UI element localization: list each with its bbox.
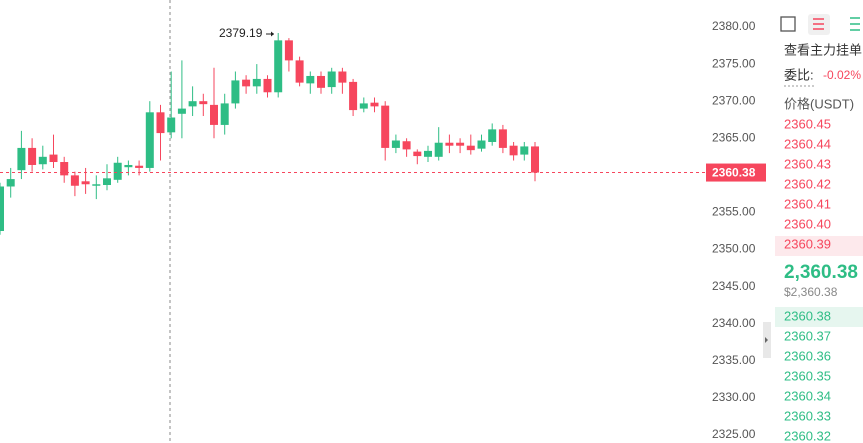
y-tick-label: 2375.00 <box>712 56 756 70</box>
ratio: -0.02% <box>823 68 861 82</box>
candle-body <box>488 129 497 142</box>
y-tick-label: 2340.00 <box>712 316 756 330</box>
annotation-arrowhead <box>271 31 274 37</box>
y-tick-label: 2325.00 <box>712 427 756 441</box>
candle-body <box>252 78 261 87</box>
y-tick-label: 2345.00 <box>712 279 756 293</box>
candle-body <box>456 142 465 146</box>
candle-body <box>49 154 58 163</box>
y-tick-label: 2350.00 <box>712 242 756 256</box>
candle-body <box>92 184 101 186</box>
candle-body <box>317 75 325 88</box>
candle-body <box>210 104 218 125</box>
candle-body <box>28 147 37 165</box>
candle-body <box>477 140 486 149</box>
candle-body <box>370 102 379 107</box>
ratio-label: 委比: <box>784 67 814 82</box>
y-tick-label: 2365.00 <box>712 130 756 144</box>
candle-body <box>263 78 272 93</box>
candle-body <box>167 117 176 133</box>
ask-price: 2360.39 <box>784 236 831 251</box>
candle-body <box>70 175 79 186</box>
ask-price: 2360.44 <box>784 136 831 151</box>
candle-body <box>391 140 400 148</box>
candle-body <box>242 79 251 87</box>
bid-price: 2360.33 <box>784 408 831 423</box>
y-tick-label: 2380.00 <box>712 19 756 33</box>
candle-body <box>231 80 240 104</box>
bid-price: 2360.34 <box>784 388 831 403</box>
bid-price: 2360.38 <box>784 308 831 323</box>
price-header: 价格(USDT) <box>784 96 854 111</box>
bid-price: 2360.36 <box>784 348 831 363</box>
candle-body <box>349 81 358 111</box>
candle-body <box>220 103 229 125</box>
candle-body <box>6 179 15 187</box>
candle-body <box>498 129 507 148</box>
y-tick-label: 2370.00 <box>712 93 756 107</box>
ask-price: 2360.43 <box>784 156 831 171</box>
candle-body <box>445 142 454 146</box>
candle-body <box>381 105 390 148</box>
last-price-label: 2360.38 <box>712 166 756 180</box>
candle-body <box>306 75 315 84</box>
y-tick-label: 2335.00 <box>712 353 756 367</box>
annotation: 2379.19 <box>219 26 263 40</box>
candle-body <box>531 146 539 173</box>
candle-body <box>188 101 197 107</box>
bid-price: 2360.32 <box>784 428 831 443</box>
candle-body <box>359 103 368 109</box>
collapse-arrow[interactable] <box>765 337 768 343</box>
ask-highlight <box>775 236 863 256</box>
candle-body <box>284 40 293 61</box>
candle-body <box>81 181 90 185</box>
order-book: 查看主力挂单 委比: -0.02% 价格(USDT) 2,360.38 $2,3… <box>775 14 863 443</box>
candle-body <box>177 108 186 114</box>
candle-body <box>113 162 122 180</box>
candle-body <box>466 145 475 151</box>
candle-body <box>124 164 133 168</box>
candle-body <box>327 71 336 88</box>
icon[interactable] <box>813 18 824 30</box>
last-usd: $2,360.38 <box>784 285 838 299</box>
candle-body <box>156 112 165 134</box>
candle-body <box>135 165 144 168</box>
candle-body <box>520 146 529 155</box>
candle-body <box>509 145 518 156</box>
ask-price: 2360.41 <box>784 196 831 211</box>
icon[interactable] <box>780 16 796 32</box>
candle-body <box>413 151 422 157</box>
bid-price: 2360.35 <box>784 368 831 383</box>
last-price-tag <box>706 163 766 182</box>
ask-price: 2360.45 <box>784 116 831 131</box>
candle-body <box>0 186 4 231</box>
last-price: 2,360.38 <box>784 262 858 283</box>
candle-body <box>60 162 69 176</box>
icon[interactable] <box>850 17 860 31</box>
candle-body <box>38 156 47 165</box>
candle-body <box>199 101 208 105</box>
candle-body <box>424 150 432 157</box>
candle-body <box>434 142 443 157</box>
candle-body <box>103 178 111 186</box>
candle-body <box>295 60 304 83</box>
y-tick-label: 2355.00 <box>712 205 756 219</box>
bid-highlight <box>775 307 863 327</box>
link[interactable]: 查看主力挂单 <box>784 42 862 57</box>
candle-body <box>274 40 283 93</box>
y-tick-label: 2330.00 <box>712 390 756 404</box>
ask-price: 2360.40 <box>784 216 831 231</box>
candle-body <box>17 147 26 171</box>
bid-price: 2360.37 <box>784 328 831 343</box>
ask-price: 2360.42 <box>784 176 831 191</box>
candle-body <box>402 141 411 150</box>
candle-body <box>338 71 347 83</box>
candle-body <box>145 112 154 168</box>
candle-chart: 2325.00 2330.00 2335.00 2340.00 2345.00 2350.… <box>0 0 766 443</box>
